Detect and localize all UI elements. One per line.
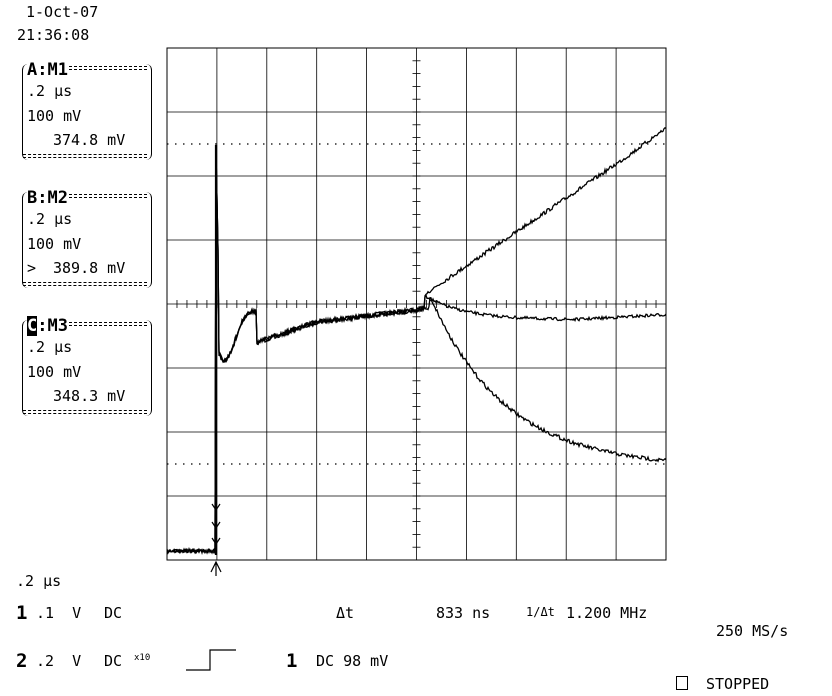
ch2-coupling: DC <box>104 652 123 670</box>
trace-3 <box>166 149 667 555</box>
delta-t-label: Δt <box>336 604 355 622</box>
memory-volts-m1: 100 mV <box>27 107 82 125</box>
trigger-slope-icon <box>186 649 236 671</box>
memory-box-m1[interactable]: A:M1 .2 µs 100 mV 374.8 mV <box>22 60 152 160</box>
memory-volts-m2: 100 mV <box>27 235 82 253</box>
memory-value-m3: 348.3 mV <box>53 387 126 405</box>
memory-value-m2: 389.8 mV <box>53 259 126 277</box>
memory-header-m1: A:M1 <box>27 60 68 80</box>
memory-box-m3[interactable]: C:M3 .2 µs 100 mV 348.3 mV <box>22 316 152 416</box>
time-label: 21:36:08 <box>17 26 90 44</box>
memory-timebase-m1: .2 µs <box>27 82 73 100</box>
ch1-coupling: DC <box>104 604 123 622</box>
memory-header-m3: C:M3 <box>27 316 68 336</box>
memory-value-m1: 374.8 mV <box>53 131 126 149</box>
trigger-level: DC 98 mV <box>316 652 389 670</box>
status-box-icon <box>676 676 688 690</box>
sample-rate: 250 MS/s <box>716 622 789 640</box>
memory-volts-m3: 100 mV <box>27 363 82 381</box>
graticule <box>166 47 667 561</box>
inv-delta-t-value: 1.200 MHz <box>566 604 648 622</box>
footer-timebase: .2 µs <box>16 572 62 590</box>
waveform-traces <box>166 126 667 555</box>
ch2-probe: x10 <box>134 653 151 663</box>
delta-t-value: 833 ns <box>436 604 491 622</box>
ch2-scale: .2 V <box>36 652 82 670</box>
memory-marker-m2: > <box>27 259 37 277</box>
memory-timebase-m3: .2 µs <box>27 338 73 356</box>
ch1-scale: .1 V <box>36 604 82 622</box>
memory-header-m2: B:M2 <box>27 188 68 208</box>
trigger-source: 1 <box>286 650 298 672</box>
memory-timebase-m2: .2 µs <box>27 210 73 228</box>
status-label: STOPPED <box>706 675 770 693</box>
date-label: 1-Oct-07 <box>26 3 99 21</box>
memory-box-m2[interactable]: B:M2 .2 µs 100 mV > 389.8 mV <box>22 188 152 288</box>
ch1-number[interactable]: 1 <box>16 602 28 624</box>
inv-delta-t-label: 1/Δt <box>526 605 555 619</box>
ch2-number[interactable]: 2 <box>16 650 28 672</box>
trigger-markers <box>210 503 222 576</box>
